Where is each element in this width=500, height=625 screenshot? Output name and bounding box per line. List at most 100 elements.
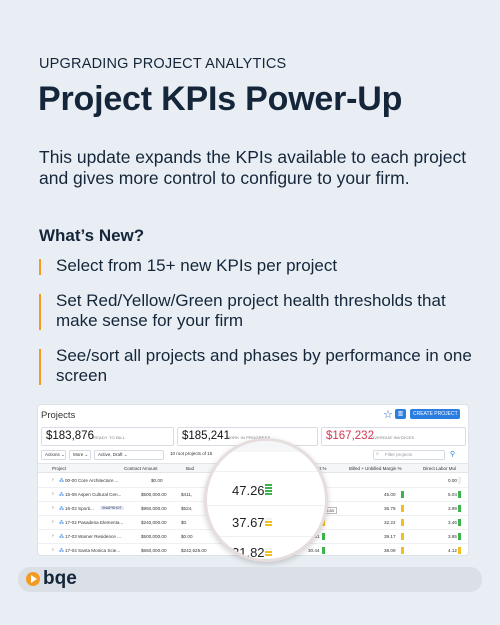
- feature-item: Set Red/Yellow/Green project health thre…: [39, 291, 479, 331]
- funnel-icon[interactable]: ⚲: [450, 451, 456, 458]
- project-icon: ⁂: [59, 534, 64, 540]
- project-name[interactable]: 15-08 Aspen Cultural Cen...: [65, 492, 122, 497]
- status-indicator: [322, 547, 325, 554]
- status-indicator: [458, 533, 461, 540]
- actions-label: Actions: [45, 452, 60, 457]
- kpi-ready-to-bill[interactable]: $183,876 READY TO BILL: [41, 427, 174, 446]
- budget-value: $411,: [181, 492, 193, 497]
- accent-bar: [39, 349, 41, 385]
- feature-list: Select from 15+ new KPIs per project Set…: [39, 256, 479, 401]
- expand-icon[interactable]: ›: [52, 505, 54, 511]
- column-header[interactable]: Billed + Unbilled Margin %: [349, 466, 402, 471]
- status-indicator: [458, 505, 461, 512]
- whats-new-heading: What’s New?: [39, 226, 145, 245]
- divider: [207, 505, 325, 506]
- column-header[interactable]: Contract Amount: [124, 466, 158, 471]
- feature-item: Select from 15+ new KPIs per project: [39, 256, 479, 276]
- budget-value: $524,: [181, 506, 193, 511]
- margin-value: 38.09: [384, 548, 396, 553]
- kpi-overdue-invoices[interactable]: $167,232 OVERDUE INVOICES: [321, 427, 466, 446]
- project-name[interactable]: 00-00 Core Architecture ...: [65, 478, 119, 483]
- project-name[interactable]: 17-04 Santa Monica Scie...: [65, 548, 121, 553]
- status-label: Active, Draft: [98, 452, 123, 457]
- accent-bar: [39, 294, 41, 330]
- contract-amount: $500,000.00: [141, 534, 167, 539]
- kpi-label: READY TO BILL: [93, 435, 126, 440]
- footer-bar: bqe: [18, 567, 482, 592]
- star-icon[interactable]: ☆: [383, 409, 393, 421]
- column-header[interactable]: Direct Labor Mul: [423, 466, 457, 471]
- expand-icon[interactable]: ›: [52, 533, 54, 539]
- status-indicator: [401, 547, 404, 554]
- snapshot-badge: SNAPSHOT: [100, 506, 124, 510]
- budget-value: $0.: [181, 520, 188, 525]
- intro-text: This update expands the KPIs available t…: [39, 147, 467, 188]
- more-dropdown[interactable]: More ⌄: [69, 450, 91, 460]
- project-icon: ⁂: [59, 478, 64, 484]
- margin-value: 32.22: [384, 520, 396, 525]
- column-header[interactable]: Bud: [186, 466, 195, 471]
- expand-icon[interactable]: ›: [52, 491, 54, 497]
- feature-text: See/sort all projects and phases by perf…: [56, 346, 472, 385]
- create-project-label: CREATE PROJECT: [413, 411, 458, 417]
- page-title: Project KPIs Power-Up: [38, 80, 403, 118]
- feature-item: See/sort all projects and phases by perf…: [39, 346, 479, 386]
- magnifier: gin % 47.26 37.67 31.82: [204, 438, 328, 562]
- screenshot-title: Projects: [41, 410, 76, 421]
- status-indicator: [401, 533, 404, 540]
- kpi-label: WORK IN PROGRESS: [226, 435, 271, 440]
- lens-value: 31.82: [232, 545, 265, 560]
- feature-text: Set Red/Yellow/Green project health thre…: [56, 291, 446, 330]
- kpi-value: $183,876: [46, 430, 94, 442]
- contract-amount: $0.00: [151, 478, 163, 483]
- project-name[interactable]: 16-02 Sporti...: [65, 506, 94, 511]
- health-bars-icon: [265, 518, 272, 527]
- contract-amount: $500,000.00: [141, 492, 167, 497]
- lens-value: 47.26: [232, 483, 265, 498]
- actions-dropdown[interactable]: Actions ⌄: [41, 450, 66, 460]
- project-name[interactable]: 17-02 Pasadena Elementa...: [65, 520, 124, 525]
- status-indicator: [401, 491, 404, 498]
- column-header[interactable]: Project: [52, 466, 67, 471]
- expand-icon[interactable]: ›: [52, 477, 54, 483]
- eyebrow: UPGRADING PROJECT ANALYTICS: [39, 56, 287, 72]
- lens-column-title: gin %: [227, 441, 243, 447]
- labor-value: 3.46: [448, 520, 457, 525]
- lens-value: 37.67: [232, 515, 265, 530]
- lens-header: [207, 441, 325, 452]
- labor-value: 5.04: [448, 492, 457, 497]
- divider: [207, 536, 325, 537]
- project-icon: ⁂: [59, 506, 64, 512]
- margin-value: 39.17: [384, 534, 396, 539]
- brand-logo-text: bqe: [43, 568, 77, 589]
- divider: [207, 471, 325, 472]
- feature-text: Select from 15+ new KPIs per project: [56, 256, 338, 275]
- expand-icon[interactable]: ›: [52, 547, 54, 553]
- project-name[interactable]: 17-03 Warner Residence ...: [65, 534, 122, 539]
- health-bars-icon: [265, 548, 272, 557]
- filter-projects-input[interactable]: Filter projects: [373, 450, 445, 460]
- create-project-button[interactable]: CREATE PROJECT ⌄: [410, 409, 463, 419]
- cost-value: 30.44: [308, 548, 320, 553]
- status-indicator: [458, 491, 461, 498]
- contract-amount: $240,000.00: [141, 520, 167, 525]
- project-icon: ⁂: [59, 548, 64, 554]
- table-row[interactable]: › ⁂ 17-04 Santa Monica Scie... $650,000.0…: [38, 544, 468, 555]
- project-icon: ⁂: [59, 520, 64, 526]
- expand-icon[interactable]: ›: [52, 519, 54, 525]
- chart-icon[interactable]: ▥: [395, 409, 406, 419]
- budget-value: $242,625.00: [181, 548, 207, 553]
- root-count: 10 root projects of 15: [167, 450, 242, 460]
- more-label: More: [73, 452, 84, 457]
- kpi-value: $185,241: [182, 430, 230, 442]
- kpi-label: OVERDUE INVOICES: [371, 435, 415, 440]
- status-indicator: [458, 519, 461, 526]
- status-dropdown[interactable]: Active, Draft ⌄: [94, 450, 164, 460]
- status-indicator: [401, 519, 404, 526]
- status-indicator: [458, 477, 461, 484]
- project-icon: ⁂: [59, 492, 64, 498]
- status-indicator: [401, 505, 404, 512]
- search-icon: ⌕: [376, 451, 379, 457]
- labor-value: 4.12: [448, 548, 457, 553]
- kpi-value: $167,232: [326, 430, 374, 442]
